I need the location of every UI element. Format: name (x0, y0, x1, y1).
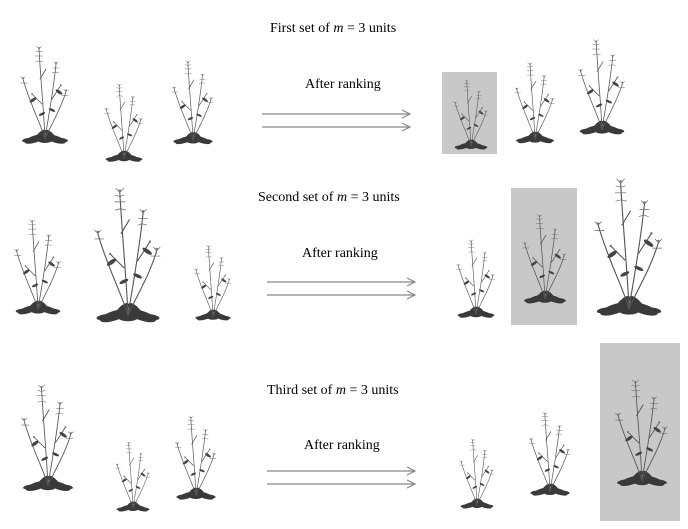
row-2-plant-1 (13, 218, 62, 317)
row-3-ranked-plant-3 (614, 379, 668, 489)
row-3-double-arrow (267, 466, 417, 489)
row-1-title-suffix: units (368, 21, 397, 36)
row-2-ranked-plant-3 (594, 178, 663, 319)
row-3-title-var: m (335, 383, 346, 398)
row-3-arrow-label: After ranking (304, 438, 380, 453)
row-1-ranked-plant-1 (453, 79, 489, 152)
row-3-plant-1 (20, 384, 74, 494)
row-3-plant-3 (174, 415, 217, 502)
row-2-double-arrow (267, 277, 417, 300)
row-3-title-eq: = 3 (349, 383, 368, 398)
row-1-plant-2 (104, 83, 144, 164)
row-2-plant-3 (193, 244, 232, 323)
row-1-ranked-plant-3 (577, 38, 626, 137)
row-2-plant-2 (93, 187, 161, 326)
row-3-title-suffix: units (371, 383, 399, 398)
row-3-plant-2 (115, 441, 151, 514)
row-1-double-arrow (262, 109, 412, 132)
row-2-title-prefix: Second set of (258, 190, 334, 205)
row-1-title-var: m (333, 21, 344, 36)
row-3-ranked-plant-1 (459, 438, 495, 511)
row-2-title-suffix: units (372, 190, 400, 205)
row-2-ranked-plant-2 (522, 213, 567, 306)
row-3-title: Third set of m = 3 units (267, 383, 399, 399)
row-1-title: First set of m = 3 units (270, 21, 396, 37)
row-1-arrow-label: After ranking (305, 77, 381, 92)
row-2-title-eq: = 3 (350, 190, 369, 205)
row-1-plant-1 (20, 45, 69, 147)
row-2-title-var: m (336, 190, 348, 205)
row-1-ranked-plant-2 (514, 61, 555, 146)
row-1-plant-3 (171, 60, 214, 147)
row-1-title-prefix: First set of (270, 21, 330, 36)
row-3-ranked-plant-2 (528, 411, 571, 498)
row-2-arrow-label: After ranking (302, 246, 378, 261)
row-2-ranked-plant-1 (456, 239, 496, 320)
row-2-title: Second set of m = 3 units (258, 190, 400, 206)
row-1-title-eq: = 3 (347, 21, 366, 36)
row-3-title-prefix: Third set of (267, 383, 333, 398)
highlight-box-row-3 (600, 343, 680, 521)
